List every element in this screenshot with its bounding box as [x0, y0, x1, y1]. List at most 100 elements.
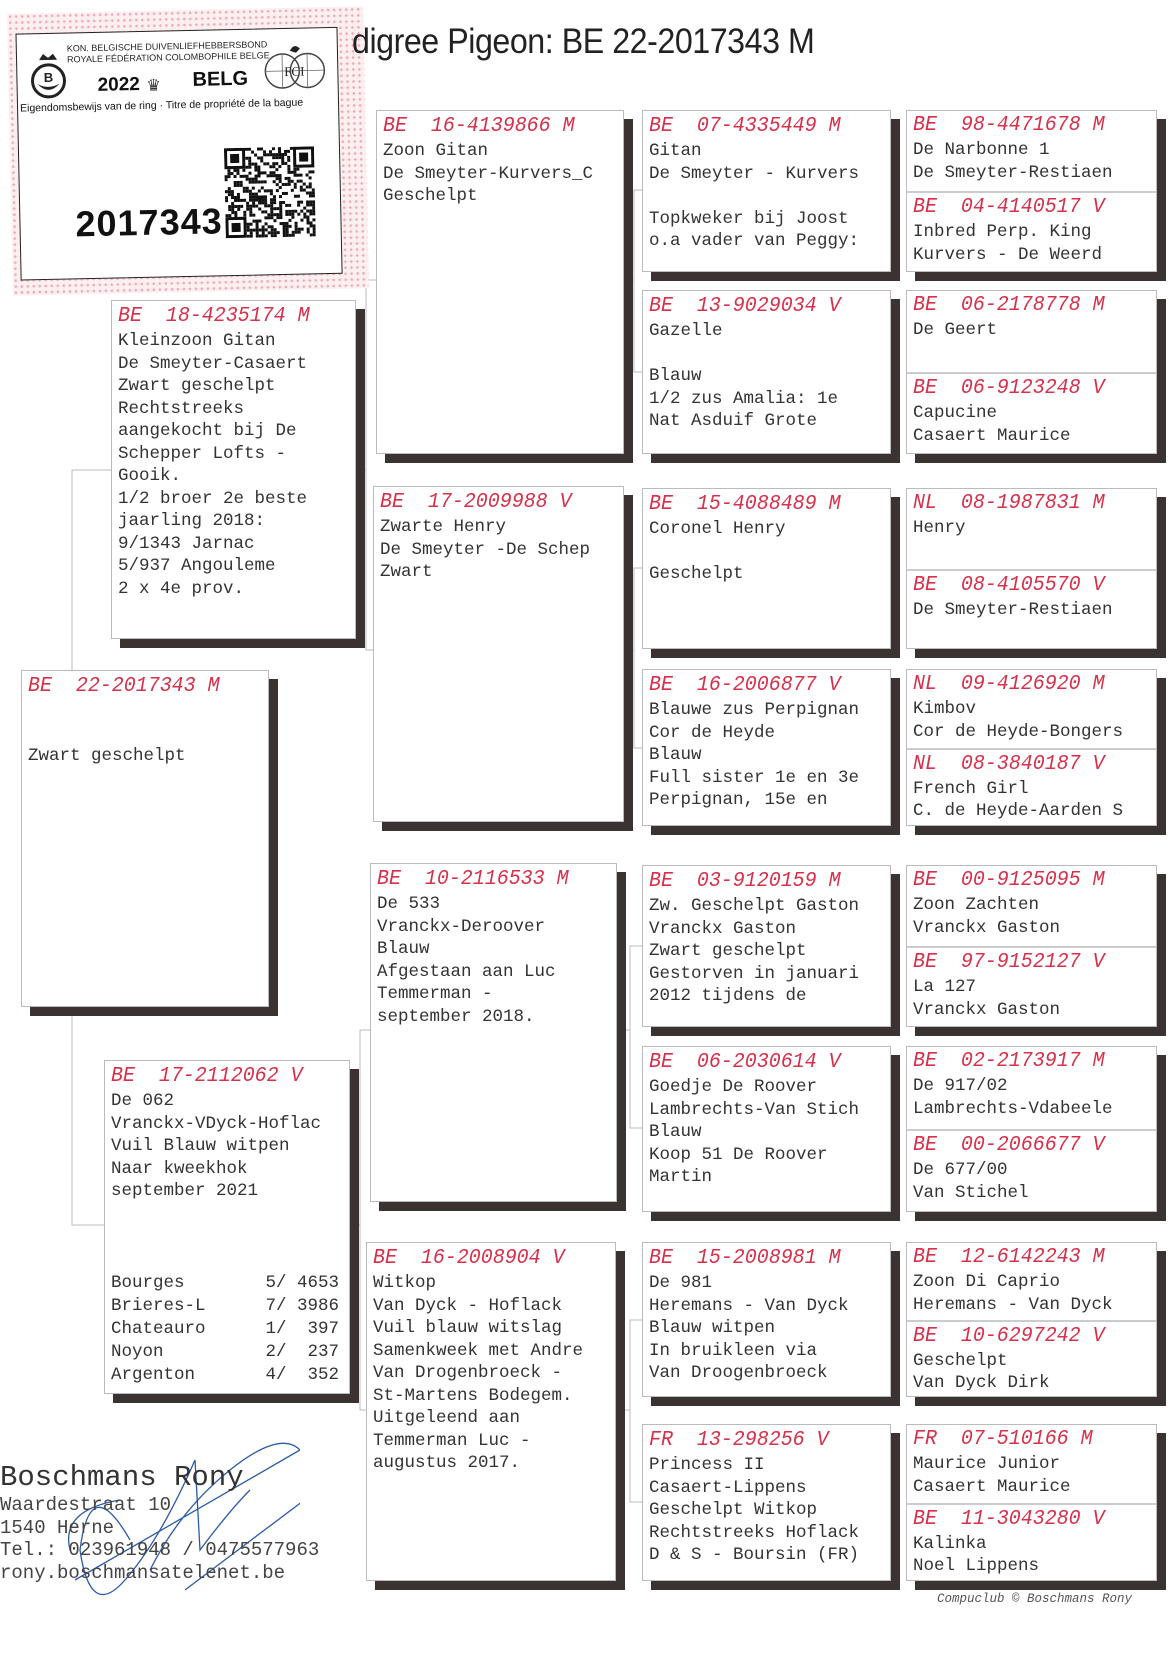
race-name: Bourges [111, 1273, 185, 1293]
pigeon-info-line: jaarling 2018: [118, 511, 266, 531]
pigeon-info-line: De Smeyter-Casaert [118, 353, 308, 374]
pigeon-info-line: Koop 51 De Roover [649, 1144, 828, 1165]
pigeon-info-line: Kimbov [913, 699, 977, 719]
ring-number: FR 07-510166 M [913, 1428, 1093, 1451]
ring-number: BE 10-6297242 V [913, 1324, 1105, 1348]
pigeon-info-line: Full sister 1e en 3e [649, 767, 860, 788]
pigeon-info-line: Van Dyck Dirk [913, 1373, 1050, 1393]
great-grandparent-box: BE 07-4335449 M Gitan De Smeyter - Kurvers… [642, 110, 891, 272]
pigeon-info-line: Van Drogenbroeck - [373, 1363, 563, 1383]
ring-number: BE 06-2030614 V [649, 1051, 841, 1074]
great-grandparent-box: BE 15-2008981 M De 981 Heremans - Van Dyck… [642, 1242, 891, 1397]
ring-number: NL 08-1987831 M [913, 492, 1105, 515]
ring-country: BELG [192, 67, 249, 91]
svg-text:B: B [44, 70, 54, 85]
sire-box: BE 18-4235174 M Kleinzoon Gitan De Smeyter… [111, 300, 356, 639]
dam-box: BE 17-2112062 V De 062 Vranckx-VDyck-Hofla… [104, 1060, 350, 1394]
pigeon-info-line: Lambrechts-Van Stich [649, 1099, 860, 1120]
pigeon-info-line: La 127 [913, 977, 977, 997]
great-great-grandparent-male: FR 07-510166 M Maurice Junior Casaert Maur… [907, 1425, 1156, 1503]
ring-number: BE 13-9029034 V [649, 295, 841, 318]
pigeon-info-line: Nat Asduif Grote [649, 411, 818, 431]
grandparent-box: BE 16-4139866 M Zoon Gitan De Smeyter-Kurv… [376, 110, 624, 454]
pigeon-info-line [649, 343, 884, 366]
great-great-grandparent-male: NL 08-1987831 M Henry [907, 489, 1156, 569]
pigeon-info-line: Blauw [649, 1122, 702, 1142]
pigeon-info-line: Martin [649, 1167, 713, 1187]
great-great-grandparents-box: FR 07-510166 M Maurice Junior Casaert Maur… [906, 1424, 1157, 1581]
ring-number: BE 00-9125095 M [913, 869, 1105, 892]
pigeon-info-line: Blauw [649, 366, 702, 386]
pigeon-info-line: Heremans - Van Dyck [649, 1295, 849, 1316]
footer-copyright: Compuclub © Boschmans Rony [937, 1592, 1133, 1606]
pigeon-info-line: De 677/00 [913, 1160, 1008, 1180]
pigeon-info-line: De Smeyter-Kurvers_C [383, 163, 594, 184]
race-result: 1/ 397 [265, 1319, 339, 1339]
pigeon-info-line: Goedje De Roover [649, 1077, 818, 1097]
pigeon-info-line: o.a vader van Peggy: [649, 231, 860, 251]
ring-number: BE 98-4471678 M [913, 114, 1105, 137]
pigeon-info-line: Temmerman Luc - [373, 1430, 531, 1451]
pigeon-info-line: De 062 [111, 1091, 175, 1111]
great-great-grandparent-male: BE 12-6142243 M Zoon Di Caprio Heremans - … [907, 1243, 1156, 1320]
ring-number: BE 04-4140517 V [913, 196, 1105, 219]
race-name: Noyon [111, 1342, 164, 1362]
pigeon-info-line: Topkweker bij Joost [649, 208, 849, 229]
race-result-row: Chateauro 1/ 397 [111, 1318, 339, 1341]
great-great-grandparent-female: NL 08-3840187 V French Girl C. de Heyde-Aa… [907, 747, 1156, 826]
pigeon-info-line: Van Stichel [913, 1182, 1029, 1203]
great-great-grandparent-male: BE 02-2173917 M De 917/02 Lambrechts-Vdabe… [907, 1047, 1156, 1129]
pigeon-info-line: Cor de Heyde [649, 722, 776, 743]
pigeon-info-line [649, 185, 884, 208]
pigeon-info-line: Blauwe zus Perpignan [649, 700, 860, 720]
ring-number: BE 16-4139866 M [383, 115, 575, 138]
pigeon-info-line: augustus 2017. [373, 1453, 521, 1473]
pigeon-info-line: 9/1343 Jarnac [118, 533, 255, 554]
pigeon-info-line: St-Martens Bodegem. [373, 1385, 573, 1406]
pigeon-info-line: Zwart geschelpt [118, 376, 276, 396]
ring-number: BE 11-3043280 V [913, 1507, 1105, 1531]
great-great-grandparents-box: BE 06-2178778 M De Geert BE 06-9123248 V Ca… [906, 290, 1157, 454]
pigeon-info-line: Zwarte Henry [380, 517, 507, 537]
great-great-grandparents-box: NL 09-4126920 M Kimbov Cor de Heyde-Bonger… [906, 669, 1157, 826]
great-great-grandparents-box: BE 98-4471678 M De Narbonne 1 De Smeyter-R… [906, 110, 1157, 272]
race-result: 7/ 3986 [265, 1296, 339, 1316]
pigeon-info-line: Geschelpt Witkop [649, 1500, 818, 1520]
pigeon-info-line [649, 541, 884, 564]
pigeon-info-line: De Geert [913, 320, 998, 340]
great-great-grandparents-box: BE 12-6142243 M Zoon Di Caprio Heremans - … [906, 1242, 1157, 1397]
great-great-grandparent-female: BE 11-3043280 V Kalinka Noel Lippens [907, 1502, 1156, 1581]
ring-number: BE 02-2173917 M [913, 1050, 1105, 1073]
ring-number: BE 18-4235174 M [118, 305, 310, 328]
qr-code-icon [223, 146, 316, 239]
pigeon-info-line: Maurice Junior [913, 1454, 1061, 1474]
signature [68, 1442, 300, 1596]
ring-number: BE 16-2006877 V [649, 674, 841, 697]
pigeon-info-line: Blauw [649, 745, 702, 765]
great-great-grandparent-male: BE 00-9125095 M Zoon Zachten Vranckx Gasto… [907, 866, 1156, 946]
pigeon-info-line: Geschelpt [913, 1350, 1008, 1371]
ring-number: BE 12-6142243 M [913, 1246, 1105, 1269]
pigeon-info-line: Naar kweekhok [111, 1158, 248, 1179]
pigeon-info-line: Van Dyck - Hoflack [373, 1295, 563, 1316]
fci-globe-logo-icon: FCI [264, 46, 326, 89]
pigeon-info-line: Zw. Geschelpt Gaston [649, 896, 860, 916]
pigeon-info-line: Geschelpt [383, 186, 478, 206]
crown-icon: ♛ [147, 74, 160, 98]
race-name: Brieres-L [111, 1296, 206, 1316]
pigeon-info-line: 5/937 Angouleme [118, 556, 276, 576]
race-result: 5/ 4653 [265, 1273, 339, 1293]
pigeon-info-line: De 917/02 [913, 1076, 1008, 1096]
ring-number: NL 09-4126920 M [913, 673, 1105, 696]
ring-number: NL 08-3840187 V [913, 752, 1105, 776]
grandparent-box: BE 16-2008904 V Witkop Van Dyck - Hoflack V… [366, 1242, 616, 1581]
pigeon-info-line: Gitan [649, 141, 702, 161]
pigeon-info-line: De 533 [377, 894, 441, 914]
pigeon-info-line: Heremans - Van Dyck [913, 1294, 1113, 1315]
owner-city: 1540 Herne [0, 1516, 115, 1539]
great-grandparent-box: BE 06-2030614 V Goedje De Roover Lambrecht… [642, 1046, 891, 1212]
ring-number: BE 08-4105570 V [913, 573, 1105, 597]
great-great-grandparent-female: BE 97-9152127 V La 127 Vranckx Gaston [907, 946, 1156, 1026]
race-name: Argenton [111, 1365, 196, 1385]
pigeon-info-line: Kurvers - De Weerd [913, 244, 1103, 265]
